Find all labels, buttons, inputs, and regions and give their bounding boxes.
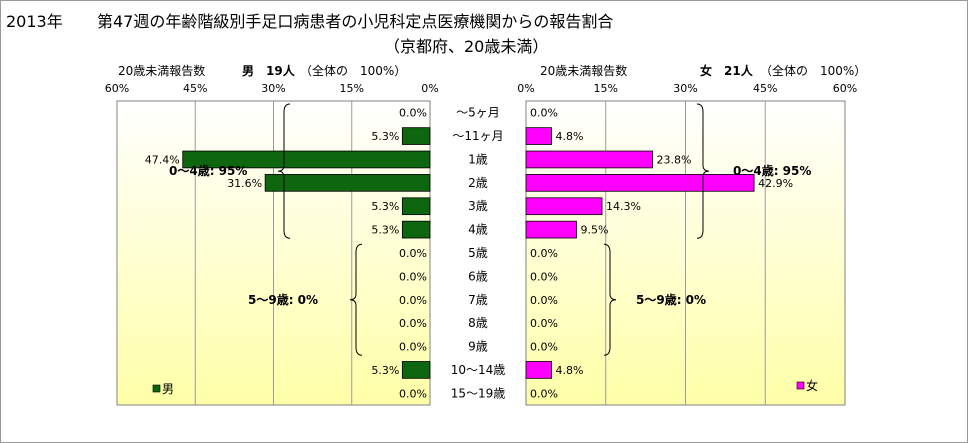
category-label: 1歳	[468, 152, 488, 166]
female-data-label: 0.0%	[530, 294, 558, 307]
male-legend-swatch	[152, 384, 161, 393]
male-group-label: 5〜9歳: 0%	[248, 292, 318, 307]
male-group-brace	[277, 103, 291, 239]
male-data-label: 5.3%	[371, 224, 399, 237]
male-group-brace	[349, 243, 363, 356]
category-label: 〜11ヶ月	[452, 129, 503, 143]
male-x-tick-label: 30%	[261, 82, 285, 95]
female-data-label: 0.0%	[530, 387, 558, 400]
male-header-total: （全体の 100%）	[300, 64, 407, 78]
female-bar	[525, 197, 603, 216]
male-data-label: 0.0%	[399, 107, 427, 120]
category-label: 10〜14歳	[451, 363, 506, 377]
female-legend-label: 女	[806, 378, 818, 393]
category-label: 3歳	[468, 199, 488, 213]
female-legend-swatch	[796, 381, 805, 390]
female-data-label: 0.0%	[530, 317, 558, 330]
category-label: 4歳	[468, 223, 488, 237]
male-legend-label: 男	[162, 382, 174, 396]
male-bar	[264, 174, 431, 192]
category-label: 9歳	[468, 340, 488, 354]
female-data-label: 0.0%	[530, 270, 558, 283]
male-x-tick-label: 45%	[183, 82, 207, 95]
male-x-tick-label: 60%	[105, 82, 129, 95]
category-label: 5歳	[468, 246, 488, 260]
male-x-tick-label: 15%	[340, 82, 364, 95]
female-data-label: 0.0%	[530, 107, 558, 120]
female-x-tick-label: 30%	[673, 82, 697, 95]
female-group-label: 0〜4歳: 95%	[733, 163, 811, 178]
female-group-brace	[603, 243, 617, 356]
female-bar	[525, 220, 577, 239]
female-data-label: 42.9%	[758, 177, 793, 190]
female-data-label: 9.5%	[581, 224, 609, 237]
male-bar	[401, 197, 431, 216]
female-header-total: （全体の 100%）	[760, 64, 867, 78]
female-data-label: 0.0%	[530, 341, 558, 354]
chart-title: 第47週の年齢階級別手足口病患者の小児科定点医療機関からの報告割合	[97, 12, 614, 31]
female-header-label: 20歳未満報告数	[540, 64, 628, 78]
category-label: 15〜19歳	[451, 386, 506, 400]
male-data-label: 31.6%	[227, 177, 262, 190]
category-label: 7歳	[468, 293, 488, 307]
male-bar	[401, 361, 431, 379]
male-data-label: 0.0%	[399, 387, 427, 400]
male-data-label: 47.4%	[145, 153, 180, 166]
male-data-label: 0.0%	[399, 341, 427, 354]
male-header-label: 20歳未満報告数	[118, 64, 206, 78]
male-data-label: 5.3%	[371, 364, 399, 377]
male-bar	[401, 220, 431, 239]
category-label: 6歳	[468, 269, 488, 283]
male-bar	[182, 150, 431, 169]
female-x-tick-label: 60%	[833, 82, 857, 95]
male-data-label: 0.0%	[399, 317, 427, 330]
female-group-label: 5〜9歳: 0%	[636, 292, 706, 307]
female-data-label: 4.8%	[556, 130, 584, 143]
female-x-tick-label: 0%	[517, 82, 534, 95]
female-bar	[525, 150, 653, 169]
male-data-label: 5.3%	[371, 130, 399, 143]
female-bar	[525, 127, 552, 145]
female-data-label: 14.3%	[606, 200, 641, 213]
male-header-count: 男 19人	[242, 64, 295, 78]
female-data-label: 23.8%	[657, 153, 692, 166]
male-data-label: 0.0%	[399, 270, 427, 283]
category-label: 〜5ヶ月	[456, 106, 500, 120]
male-group-label: 0〜4歳: 95%	[169, 163, 247, 178]
female-x-tick-label: 15%	[594, 82, 618, 95]
female-x-tick-label: 45%	[753, 82, 777, 95]
male-bar	[401, 127, 431, 145]
category-label: 8歳	[468, 316, 488, 330]
female-group-brace	[696, 103, 710, 239]
category-label: 2歳	[468, 176, 488, 190]
female-bar	[525, 174, 755, 192]
male-data-label: 5.3%	[371, 200, 399, 213]
female-data-label: 4.8%	[556, 364, 584, 377]
female-data-label: 0.0%	[530, 247, 558, 260]
male-x-tick-label: 0%	[421, 82, 438, 95]
chart-subtitle: （京都府、20歳未満）	[384, 37, 549, 56]
female-bar	[525, 361, 552, 379]
title-year: 2013年	[6, 12, 63, 31]
male-data-label: 0.0%	[399, 294, 427, 307]
male-data-label: 0.0%	[399, 247, 427, 260]
female-header-count: 女 21人	[700, 64, 753, 78]
